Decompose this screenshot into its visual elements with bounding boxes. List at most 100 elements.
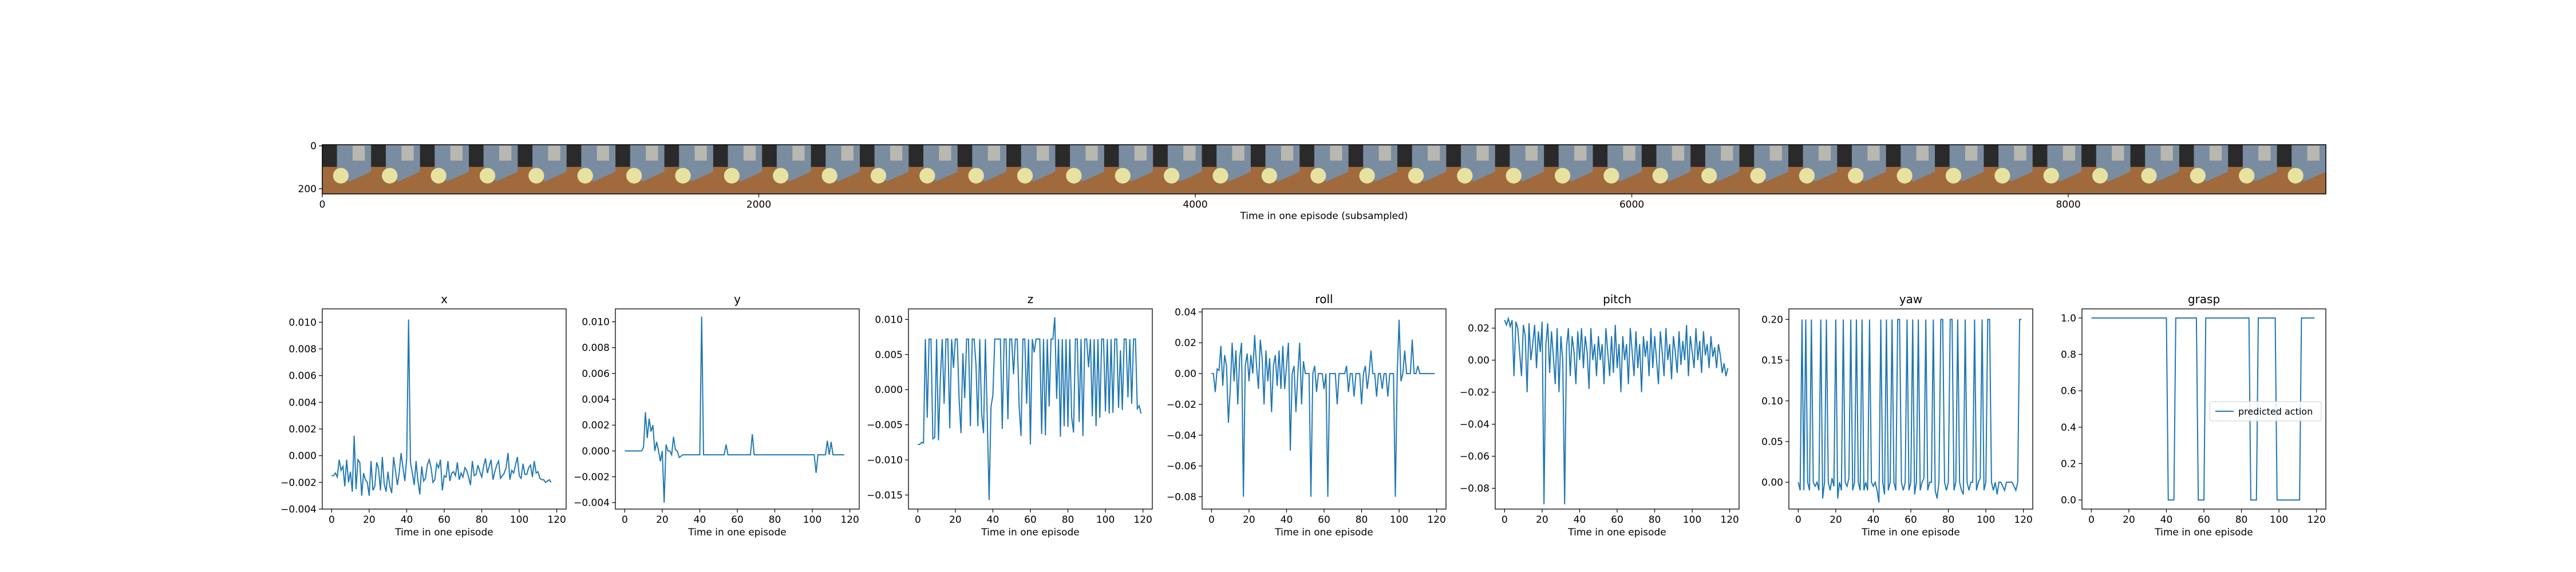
strip-frame bbox=[1690, 145, 1740, 194]
frame-ball bbox=[773, 168, 789, 184]
strip-frame bbox=[371, 145, 421, 194]
frame-gripper bbox=[352, 146, 365, 161]
frame-dark-region bbox=[2277, 145, 2294, 167]
xtick-label: 120 bbox=[2014, 514, 2032, 526]
ytick-label: 0.00 bbox=[1468, 355, 1490, 367]
frame-ball bbox=[1897, 168, 1913, 184]
ytick-label: −0.04 bbox=[1460, 419, 1490, 431]
frame-ball bbox=[577, 168, 593, 184]
subplot-x: 0 20 40 60 80 100 120 −0.004 −0.002 0.000 0.002 0.0… bbox=[280, 292, 567, 538]
frame-dark-region bbox=[1153, 145, 1171, 167]
strip-frame bbox=[1495, 145, 1544, 194]
xtick-label: 40 bbox=[2160, 514, 2173, 526]
xtick-label: 120 bbox=[2307, 514, 2325, 526]
frame-gripper bbox=[2160, 146, 2173, 161]
ytick-label: −0.02 bbox=[1167, 399, 1196, 411]
ytick-label: 0.008 bbox=[289, 344, 317, 355]
frame-ball bbox=[1164, 168, 1180, 184]
xtick-label: 80 bbox=[2235, 514, 2248, 526]
frame-ball bbox=[1408, 168, 1424, 184]
frame-gripper bbox=[401, 146, 414, 161]
frame-ball bbox=[2043, 168, 2059, 184]
frame-ball bbox=[1994, 168, 2010, 184]
strip-ytick-label: 200 bbox=[298, 184, 317, 195]
xtick-label: 60 bbox=[1611, 514, 1623, 526]
frame-dark-region bbox=[2130, 145, 2148, 167]
frame-gripper bbox=[1232, 146, 1244, 161]
ytick-label: −0.004 bbox=[280, 504, 317, 515]
ytick-label: 0.05 bbox=[1761, 436, 1783, 448]
ytick-label: 0.010 bbox=[289, 317, 317, 328]
image-strip-frames bbox=[322, 145, 2326, 194]
ytick-label: 0.04 bbox=[1175, 307, 1196, 318]
ytick-label: 0.0 bbox=[2061, 495, 2076, 506]
xtick-label: 80 bbox=[1942, 514, 1955, 526]
xtick-label: 20 bbox=[1243, 514, 1255, 526]
frame-ball bbox=[821, 168, 837, 184]
frame-gripper bbox=[1965, 146, 1978, 161]
strip-frame bbox=[2081, 145, 2131, 194]
subplot-title: y bbox=[734, 292, 741, 306]
frame-ball bbox=[333, 168, 349, 184]
xtick-label: 0 bbox=[2088, 514, 2095, 526]
xtick-label: 20 bbox=[2123, 514, 2135, 526]
frame-dark-region bbox=[1641, 145, 1659, 167]
strip-frame bbox=[517, 145, 567, 194]
xtick-label: 0 bbox=[1502, 514, 1508, 526]
xtick-label: 100 bbox=[1683, 514, 1701, 526]
frame-gripper bbox=[1330, 146, 1342, 161]
strip-xtick-label: 2000 bbox=[746, 199, 771, 210]
ytick-label: 0.004 bbox=[289, 397, 317, 408]
frame-dark-region bbox=[2179, 145, 2196, 167]
frame-ball bbox=[1115, 168, 1131, 184]
strip-xtick-label: 0 bbox=[319, 199, 326, 210]
ytick-label: 0.4 bbox=[2061, 422, 2076, 434]
series-line-roll bbox=[1211, 319, 1435, 497]
frame-ball bbox=[919, 168, 935, 184]
subplot-title: z bbox=[1028, 292, 1034, 306]
frame-gripper bbox=[1574, 146, 1587, 161]
xtick-label: 0 bbox=[329, 514, 335, 526]
ytick-label: 0.20 bbox=[1761, 314, 1783, 325]
frame-dark-region bbox=[2228, 145, 2246, 167]
frame-gripper bbox=[1916, 146, 1929, 161]
xtick-label: 100 bbox=[510, 514, 528, 526]
frame-dark-region bbox=[1397, 145, 1415, 167]
ytick-label: 0.010 bbox=[582, 317, 610, 328]
frame-dark-region bbox=[322, 145, 339, 167]
frame-gripper bbox=[1672, 146, 1685, 161]
xtick-label: 60 bbox=[1024, 514, 1037, 526]
strip-frame bbox=[2130, 145, 2180, 194]
strip-frame bbox=[2032, 145, 2082, 194]
xtick-label: 40 bbox=[987, 514, 999, 526]
frame-dark-region bbox=[469, 145, 486, 167]
xtick-label: 0 bbox=[1208, 514, 1215, 526]
frame-dark-region bbox=[371, 145, 389, 167]
strip-xtick-label: 8000 bbox=[2056, 199, 2080, 210]
xtick-label: 120 bbox=[1133, 514, 1152, 526]
frame-ball bbox=[870, 168, 887, 184]
ytick-label: 0.15 bbox=[1761, 355, 1783, 367]
xtick-label: 0 bbox=[1795, 514, 1801, 526]
frame-ball bbox=[1359, 168, 1375, 184]
frame-gripper bbox=[2258, 146, 2271, 161]
xtick-label: 40 bbox=[1574, 514, 1586, 526]
strip-frame bbox=[2228, 145, 2278, 194]
strip-frame bbox=[1788, 145, 1838, 194]
ytick-label: −0.02 bbox=[1460, 387, 1490, 399]
strip-frame bbox=[1250, 145, 1300, 194]
xtick-label: 60 bbox=[1905, 514, 1917, 526]
subplot-xlabel: Time in one episode bbox=[688, 527, 786, 538]
frame-gripper bbox=[890, 146, 903, 161]
xtick-label: 80 bbox=[1649, 514, 1661, 526]
frame-gripper bbox=[596, 146, 610, 161]
xtick-label: 20 bbox=[1830, 514, 1842, 526]
strip-frame bbox=[1593, 145, 1642, 194]
frame-ball bbox=[479, 168, 496, 184]
frame-dark-region bbox=[1055, 145, 1073, 167]
ytick-label: 0.000 bbox=[289, 451, 317, 462]
frame-ball bbox=[1506, 168, 1522, 184]
frame-gripper bbox=[694, 146, 707, 161]
strip-frame bbox=[1202, 145, 1251, 194]
